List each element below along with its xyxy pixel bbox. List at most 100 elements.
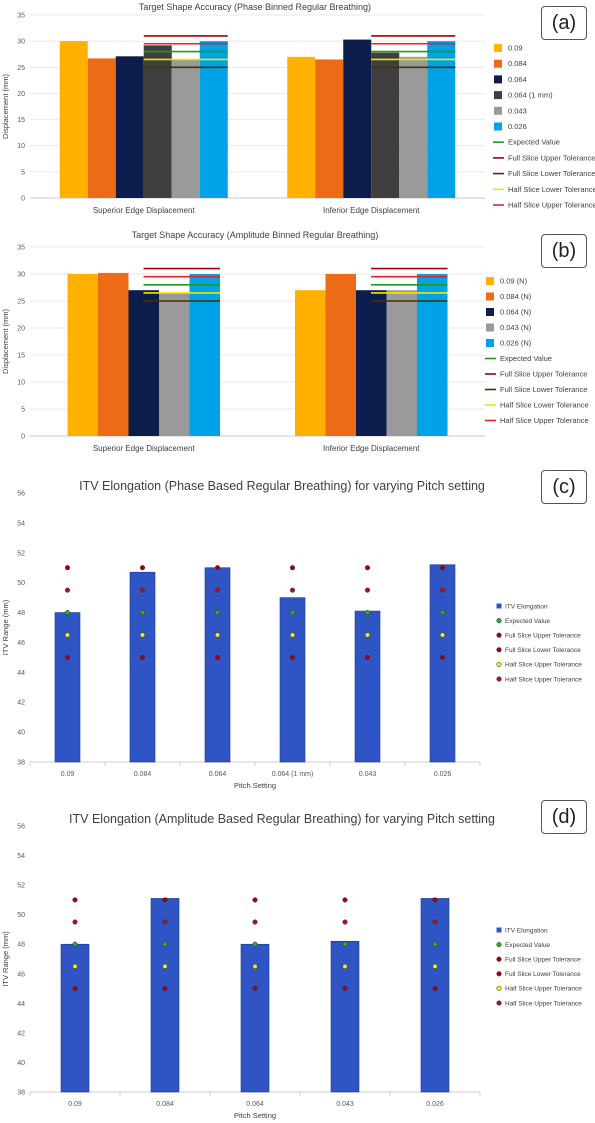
legend-swatch xyxy=(494,122,502,131)
y-tick-label: 15 xyxy=(17,353,25,360)
legend-entry: Expected Value xyxy=(505,942,550,949)
tolerance-marker xyxy=(139,565,146,571)
category-label: 0.064 (1 mm) xyxy=(272,771,314,778)
y-tick-label: 10 xyxy=(17,143,25,150)
bar xyxy=(417,274,448,436)
y-tick-label: 20 xyxy=(17,326,25,333)
legend-swatch xyxy=(486,308,494,316)
category-label: Inferior Edge Displacement xyxy=(323,444,420,453)
tolerance-marker xyxy=(64,610,71,616)
tolerance-marker xyxy=(72,963,78,969)
y-tick-label: 20 xyxy=(17,91,25,98)
tolerance-marker xyxy=(289,587,296,593)
legend-swatch xyxy=(496,676,502,682)
tolerance-marker xyxy=(289,565,296,571)
chart-c: ITV Elongation (Phase Based Regular Brea… xyxy=(1,479,582,790)
legend-entry: Half Slice Upper Tolerance xyxy=(500,416,589,425)
tolerance-marker xyxy=(64,654,71,660)
tolerance-marker xyxy=(252,963,258,969)
panel-a: Target Shape Accuracy (Phase Binned Regu… xyxy=(0,0,595,218)
chart-title: Target Shape Accuracy (Phase Binned Regu… xyxy=(139,2,371,12)
tolerance-marker xyxy=(289,654,296,660)
bar xyxy=(279,597,306,763)
chart-title: ITV Elongation (Phase Based Regular Brea… xyxy=(79,479,485,493)
legend-entry: Expected Value xyxy=(505,618,550,625)
y-tick-label: 15 xyxy=(17,117,25,124)
tolerance-marker xyxy=(139,610,146,616)
y-tick-label: 35 xyxy=(17,13,25,20)
bar xyxy=(429,564,456,763)
tolerance-marker xyxy=(162,963,168,969)
legend-swatch xyxy=(496,985,502,991)
panel-b: Target Shape Accuracy (Amplitude Binned … xyxy=(0,224,595,460)
legend-entry: Full Slice Lower Tolerance xyxy=(505,971,581,978)
panel-c: ITV Elongation (Phase Based Regular Brea… xyxy=(0,466,595,790)
legend-entry: 0.026 xyxy=(508,122,527,131)
chart-a: Target Shape Accuracy (Phase Binned Regu… xyxy=(1,2,595,215)
chart-b: Target Shape Accuracy (Amplitude Binned … xyxy=(1,230,589,453)
legend-entry: 0.064 (N) xyxy=(500,308,532,317)
tolerance-marker xyxy=(432,963,438,969)
legend-entry: 0.043 xyxy=(508,106,527,115)
y-tick-label: 50 xyxy=(17,580,25,587)
tolerance-marker xyxy=(252,897,258,903)
legend-swatch xyxy=(496,632,502,638)
category-label: 0.064 xyxy=(209,771,227,778)
legend-entry: Half Slice Upper Tolerance xyxy=(508,201,595,210)
legend-entry: Full Slice Upper Tolerance xyxy=(505,957,581,964)
x-axis-label: Pitch Setting xyxy=(234,1111,276,1120)
tolerance-marker xyxy=(252,941,258,947)
legend-entry: 0.026 (N) xyxy=(500,339,532,348)
legend-entry: Expected Value xyxy=(508,138,560,147)
tolerance-marker xyxy=(289,632,296,638)
category-label: 0.026 xyxy=(426,1101,444,1108)
tolerance-marker xyxy=(214,610,221,616)
legend-entry: 0.09 (N) xyxy=(500,277,528,286)
legend-entry: Half Slice Lower Tolerance xyxy=(508,185,595,194)
legend-entry: Half Slice Upper Tolerance xyxy=(505,676,582,683)
y-tick-label: 56 xyxy=(17,824,25,831)
tolerance-marker xyxy=(214,632,221,638)
legend-entry: 0.064 xyxy=(508,75,527,84)
y-tick-label: 40 xyxy=(17,730,25,737)
legend-entry: Half Slice Upper Tolerance xyxy=(505,1000,582,1007)
tolerance-marker xyxy=(432,897,438,903)
category-label: 0.043 xyxy=(359,771,377,778)
y-tick-label: 44 xyxy=(17,1001,25,1008)
legend-entry: 0.064 (1 mm) xyxy=(508,91,553,100)
tolerance-marker xyxy=(139,632,146,638)
legend-entry: ITV Elongation xyxy=(505,603,548,610)
legend-swatch xyxy=(496,603,502,609)
tolerance-marker xyxy=(72,986,78,992)
category-label: 0.064 xyxy=(246,1101,264,1108)
y-tick-label: 44 xyxy=(17,670,25,677)
tolerance-marker xyxy=(289,610,296,616)
bar xyxy=(399,56,428,199)
tolerance-marker xyxy=(439,610,446,616)
legend-swatch xyxy=(486,292,494,301)
y-tick-label: 48 xyxy=(17,610,25,617)
tolerance-marker xyxy=(432,986,438,992)
legend-entry: 0.084 xyxy=(508,59,527,68)
category-label: 0.043 xyxy=(336,1101,354,1108)
y-tick-label: 38 xyxy=(17,1090,25,1097)
legend-swatch xyxy=(496,618,502,624)
legend-entry: Full Slice Lower Tolerance xyxy=(500,385,587,394)
y-tick-label: 54 xyxy=(17,520,25,527)
legend-swatch xyxy=(496,942,502,948)
tolerance-marker xyxy=(342,897,348,903)
tolerance-marker xyxy=(252,986,258,992)
bar xyxy=(356,290,387,436)
legend-entry: Full Slice Upper Tolerance xyxy=(500,370,587,379)
legend-entry: Full Slice Upper Tolerance xyxy=(505,633,581,640)
tolerance-marker xyxy=(439,632,446,638)
category-label: 0.09 xyxy=(68,1101,82,1108)
bar xyxy=(343,39,372,199)
legend-entry: Half Slice Upper Tolerance xyxy=(505,662,582,669)
legend-swatch xyxy=(494,59,502,68)
y-axis-label: Displacement (mm) xyxy=(1,308,10,374)
legend-entry: 0.09 xyxy=(508,44,523,53)
legend-swatch xyxy=(496,647,502,653)
category-label: 0.084 xyxy=(156,1101,174,1108)
bar xyxy=(420,898,450,1093)
